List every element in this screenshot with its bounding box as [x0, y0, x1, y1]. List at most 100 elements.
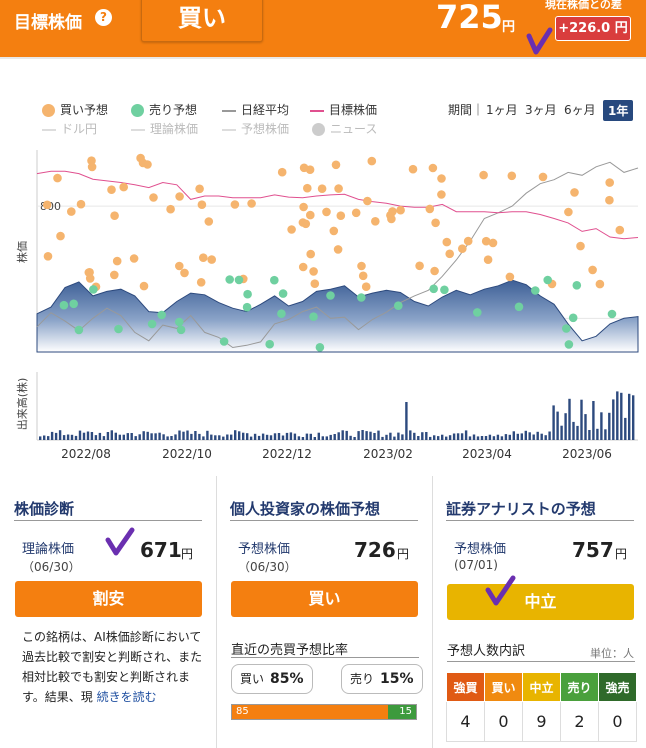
period-6m[interactable]: 6ヶ月	[564, 103, 596, 117]
buy-forecast-dot	[430, 266, 439, 276]
volume-bar	[226, 434, 229, 440]
sell-forecast-dot	[326, 291, 335, 300]
legend-nikkei-label: 日経平均	[241, 103, 290, 117]
volume-bar	[476, 436, 480, 440]
volume-bar	[377, 430, 380, 440]
buy-forecast-dot	[437, 174, 446, 183]
volume-bar	[118, 434, 121, 440]
volume-bar	[178, 430, 181, 440]
sell-ratio-value: 15%	[380, 671, 414, 687]
volume-bar	[460, 433, 464, 440]
legend-target[interactable]: 目標株価	[310, 101, 377, 118]
sell-forecast-dot	[89, 285, 98, 294]
volume-bar	[464, 430, 468, 440]
sell-forecast-dot	[568, 313, 578, 323]
volume-bar	[560, 425, 563, 440]
volume-bar	[600, 412, 603, 440]
buy-forecast-dot	[195, 184, 204, 194]
volume-bar	[524, 430, 527, 440]
volume-bar	[500, 436, 504, 440]
volume-bar	[480, 436, 484, 440]
period-3m[interactable]: 3ヶ月	[525, 103, 557, 117]
buy-forecast-dot	[570, 188, 579, 197]
volume-bar	[218, 435, 221, 440]
buy-forecast-dot	[67, 207, 76, 216]
buy-forecast-dot	[408, 164, 418, 174]
sell-forecast-dot	[278, 289, 288, 298]
page-title: 目標株価	[14, 13, 82, 33]
forecast-price-label: 予想株価	[238, 542, 291, 557]
volume-bar	[445, 436, 448, 440]
volume-bar	[98, 432, 102, 440]
period-1m[interactable]: 1ヶ月	[486, 103, 518, 117]
volume-bar	[289, 432, 293, 440]
neutral-button[interactable]: 中立	[447, 584, 634, 620]
buy-forecast-dot	[329, 226, 339, 236]
theory-price-unit: 円	[181, 547, 194, 561]
buy-forecast-dot	[415, 261, 424, 271]
buy-forecast-dot	[149, 193, 158, 202]
buy-forecast-dot	[336, 211, 346, 220]
volume-bar	[385, 434, 388, 440]
rating-badge: 買い	[141, 0, 263, 42]
volume-bar	[365, 431, 368, 440]
buy-forecast-dot	[119, 182, 128, 192]
buy-forecast-dot	[431, 218, 440, 228]
volume-bar	[441, 434, 444, 440]
legend-news[interactable]: ニュース	[312, 120, 377, 137]
analyst-price-label: 予想株価	[454, 542, 507, 557]
volume-bar	[297, 436, 301, 440]
legend-sell-label: 売り予想	[149, 103, 198, 117]
buy-forecast-dot	[175, 261, 184, 271]
count-buy: 0	[484, 701, 523, 742]
count-strong-buy: 4	[446, 701, 485, 742]
volume-bar	[138, 434, 141, 440]
volume-bar	[293, 433, 297, 440]
buy-button[interactable]: 買い	[231, 581, 418, 617]
legend-sell[interactable]: 売り予想	[131, 101, 197, 118]
undervalued-button[interactable]: 割安	[15, 581, 202, 617]
help-icon[interactable]: ?	[95, 9, 112, 26]
buy-forecast-dot	[595, 279, 605, 289]
period-1y[interactable]: 1年	[603, 100, 634, 121]
volume-bar	[273, 433, 277, 440]
read-more-link[interactable]: 続きを読む	[96, 690, 157, 704]
volume-bar	[210, 434, 213, 440]
nikkei-line	[36, 161, 639, 349]
buy-ratio-value: 85%	[270, 671, 304, 687]
target-price-unit: 円	[502, 20, 516, 35]
volume-bar	[158, 432, 161, 440]
buy-forecast-dot	[507, 171, 517, 181]
buy-forecast-dot	[110, 211, 119, 220]
buy-forecast-dot	[175, 192, 184, 201]
count-title: 予想人数内訳	[447, 644, 526, 659]
volume-bar	[429, 436, 432, 440]
volume-bar	[381, 436, 384, 440]
diagnosis-title: 株価診断	[14, 500, 75, 518]
sell-forecast-dot	[531, 286, 540, 295]
volume-bar	[253, 433, 257, 440]
buy-forecast-dot	[310, 279, 320, 289]
volume-bar	[54, 432, 58, 440]
legend-forecast[interactable]: 予想株価	[222, 120, 289, 137]
sell-forecast-dot	[514, 302, 524, 312]
legend-target-label: 目標株価	[329, 103, 378, 117]
legend-nikkei[interactable]: 日経平均	[222, 101, 289, 118]
volume-bar	[269, 435, 273, 440]
sell-forecast-dot	[242, 302, 252, 312]
legend-theory[interactable]: 理論株価	[131, 120, 198, 137]
buy-forecast-dot	[605, 195, 614, 205]
forecast-price-date: （06/30）	[238, 560, 297, 574]
volume-bar	[532, 434, 535, 440]
usd-line-icon	[42, 128, 56, 131]
count-strong-sell: 0	[598, 701, 637, 742]
sell-forecast-dot	[277, 309, 286, 319]
legend-usd[interactable]: ドル円	[42, 120, 97, 137]
buy-forecast-dot	[196, 278, 206, 287]
volume-bar	[230, 434, 233, 440]
forecast-price-unit: 円	[397, 547, 410, 561]
sell-forecast-dot	[114, 324, 123, 334]
ratio-title: 直近の売買予想比率	[231, 643, 349, 658]
legend-buy[interactable]: 買い予想	[42, 101, 108, 118]
sell-forecast-dot	[74, 325, 84, 335]
